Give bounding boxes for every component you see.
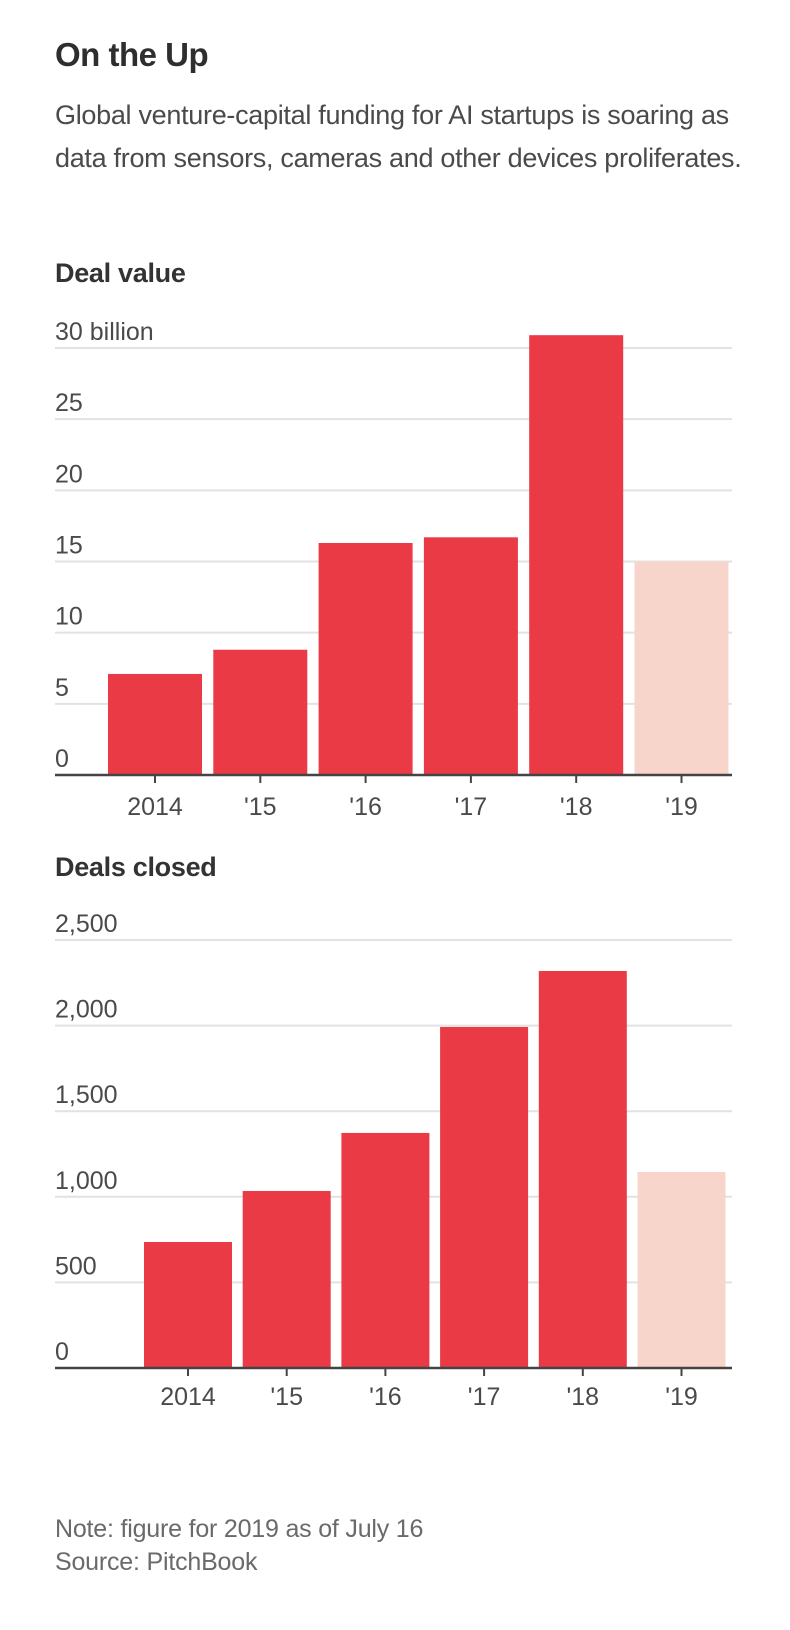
bar-16 — [341, 1132, 430, 1368]
x-tick-label: '19 — [665, 1383, 698, 1411]
y-tick-label: 2,500 — [55, 910, 118, 938]
y-tick-label: 2,000 — [55, 996, 118, 1024]
note-text: Note: figure for 2019 as of July 16 — [55, 1515, 424, 1543]
x-tick-label: '19 — [665, 793, 698, 821]
bar-16 — [318, 542, 413, 775]
y-tick-label: 1,000 — [55, 1167, 118, 1195]
x-tick-label: 2014 — [160, 1383, 216, 1411]
x-tick-label: '16 — [349, 793, 382, 821]
x-tick-label: '15 — [244, 793, 277, 821]
deals-closed-chart: 0 500 1,000 1,500 2,000 2,500 2014 '15 '16 '17 '18… — [55, 910, 732, 1411]
bar-17 — [423, 537, 518, 775]
y-tick-label: 25 — [55, 389, 83, 417]
x-tick-label: '17 — [455, 793, 488, 821]
bar-17 — [440, 1026, 529, 1368]
x-tick-label: '15 — [270, 1383, 303, 1411]
x-tick-label: '17 — [468, 1383, 501, 1411]
y-tick-label: 0 — [55, 1338, 69, 1366]
x-tick-label: 2014 — [127, 793, 183, 821]
footnote: Note: figure for 2019 as of July 16 Sour… — [55, 1513, 423, 1579]
deal-value-chart: 0 5 10 15 20 25 30 billion 2014 '15 '16 '17 '18 '19 — [55, 318, 732, 821]
bar-15 — [213, 649, 308, 775]
chart-subtitle: Global venture-capital funding for AI st… — [55, 100, 742, 173]
bar-19 — [634, 561, 729, 775]
source-text: Source: PitchBook — [55, 1548, 258, 1576]
bar-18 — [529, 335, 624, 775]
bar-2014 — [108, 673, 202, 775]
y-tick-label: 10 — [55, 603, 83, 631]
y-tick-label: 15 — [55, 532, 83, 560]
bar-15 — [242, 1190, 331, 1368]
bar-2014 — [144, 1241, 232, 1368]
x-tick-label: '18 — [567, 1383, 600, 1411]
deal-value-title: Deal value — [55, 258, 186, 288]
x-tick-label: '16 — [369, 1383, 402, 1411]
y-tick-label: 5 — [55, 674, 69, 702]
y-tick-label: 500 — [55, 1252, 97, 1280]
deals-closed-title: Deals closed — [55, 852, 217, 882]
y-tick-label: 20 — [55, 460, 83, 488]
y-tick-label: 0 — [55, 745, 69, 773]
y-tick-label: 30 billion — [55, 318, 154, 346]
bar-18 — [538, 970, 627, 1368]
bar-19 — [637, 1171, 726, 1368]
x-tick-label: '18 — [560, 793, 593, 821]
y-tick-label: 1,500 — [55, 1081, 118, 1109]
chart-title: On the Up — [55, 36, 209, 73]
